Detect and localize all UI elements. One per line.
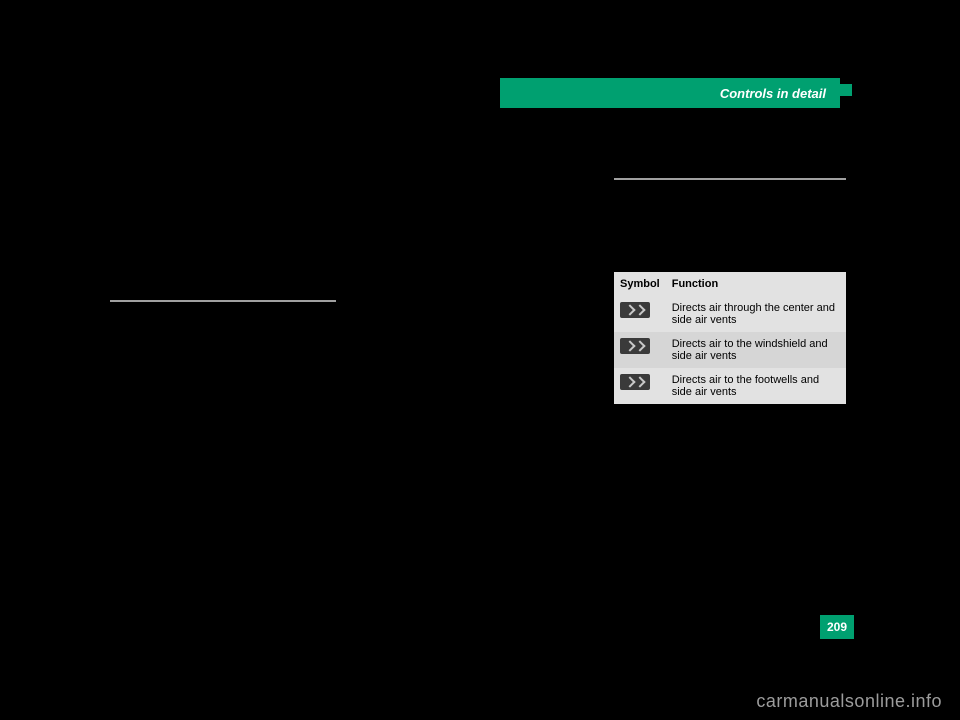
table-header-symbol: Symbol bbox=[614, 272, 666, 296]
table-row: Directs air to the footwells and side ai… bbox=[614, 368, 846, 404]
divider-right bbox=[614, 178, 846, 180]
air-center-icon bbox=[620, 302, 650, 318]
function-cell: Directs air to the footwells and side ai… bbox=[666, 368, 846, 404]
function-cell: Directs air through the center and side … bbox=[666, 296, 846, 332]
table-header-row: Symbol Function bbox=[614, 272, 846, 296]
air-footwell-icon bbox=[620, 374, 650, 390]
page-root: Controls in detail Symbol Function Direc… bbox=[0, 0, 960, 720]
section-header-tab bbox=[840, 84, 852, 96]
function-cell: Directs air to the windshield and side a… bbox=[666, 332, 846, 368]
page-number: 209 bbox=[827, 620, 847, 634]
air-windshield-icon bbox=[620, 338, 650, 354]
divider-left bbox=[110, 300, 336, 302]
page-number-box: 209 bbox=[820, 615, 854, 639]
table-row: Directs air to the windshield and side a… bbox=[614, 332, 846, 368]
watermark-text: carmanualsonline.info bbox=[756, 691, 942, 712]
symbol-cell bbox=[614, 332, 666, 368]
section-header-bar: Controls in detail bbox=[500, 78, 840, 108]
air-distribution-table: Symbol Function Directs air through the … bbox=[614, 272, 846, 404]
section-header-title: Controls in detail bbox=[720, 86, 826, 101]
symbol-cell bbox=[614, 296, 666, 332]
table-header-function: Function bbox=[666, 272, 846, 296]
table-row: Directs air through the center and side … bbox=[614, 296, 846, 332]
symbol-cell bbox=[614, 368, 666, 404]
